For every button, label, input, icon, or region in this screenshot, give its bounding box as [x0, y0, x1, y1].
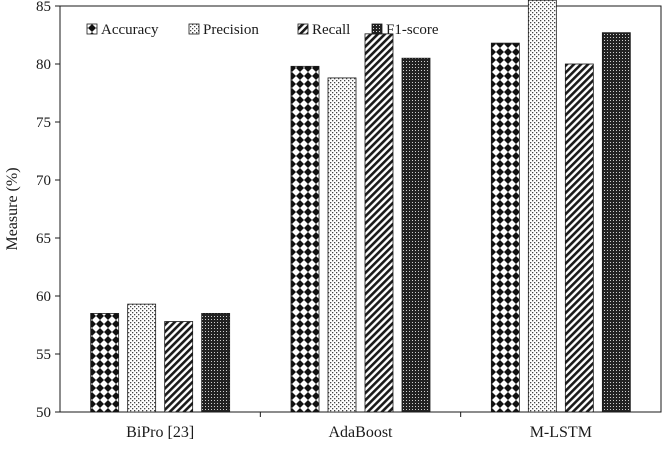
legend-swatch-recall — [297, 23, 309, 35]
bar-precision-2 — [527, 0, 557, 413]
bar-f1-score-1 — [401, 57, 431, 413]
bar-accuracy-0 — [90, 312, 120, 413]
x-category-label: AdaBoost — [329, 424, 394, 441]
bars — [90, 0, 631, 413]
x-category-label: M-LSTM — [530, 424, 592, 441]
bar-precision-1 — [327, 77, 357, 413]
x-category-label: BiPro [23] — [126, 424, 194, 441]
y-tick-label: 65 — [36, 231, 51, 247]
y-tick-label: 55 — [36, 347, 51, 363]
y-tick-label: 50 — [36, 405, 51, 421]
y-tick-label: 70 — [36, 173, 51, 189]
bar-recall-0 — [164, 321, 194, 413]
legend-swatch-precision — [188, 23, 200, 35]
y-tick-label: 85 — [36, 0, 51, 15]
plot-frame — [59, 5, 662, 413]
bar-accuracy-2 — [490, 42, 520, 413]
y-tick-label: 80 — [36, 57, 51, 73]
bar-precision-0 — [127, 303, 157, 413]
x-axis: BiPro [23] AdaBoost M-LSTM — [126, 412, 592, 441]
bar-f1-score-0 — [201, 312, 231, 413]
bar-f1-score-2 — [601, 32, 631, 413]
bar-recall-2 — [564, 63, 594, 413]
y-axis: 50 55 60 65 70 75 80 85 — [36, 0, 60, 421]
legend: Accuracy Precision Recall F1-score — [86, 22, 439, 38]
legend-swatch-f1-score — [371, 23, 383, 35]
legend-label: Recall — [312, 22, 350, 38]
legend-label: F1-score — [386, 22, 439, 38]
legend-swatch-accuracy — [86, 23, 98, 35]
bar-accuracy-1 — [290, 65, 320, 413]
y-tick-label: 60 — [36, 289, 51, 305]
y-axis-title: Measure (%) — [4, 167, 21, 250]
legend-label: Precision — [203, 22, 259, 38]
bar-recall-1 — [364, 33, 394, 413]
legend-label: Accuracy — [101, 22, 159, 38]
y-tick-label: 75 — [36, 115, 51, 131]
